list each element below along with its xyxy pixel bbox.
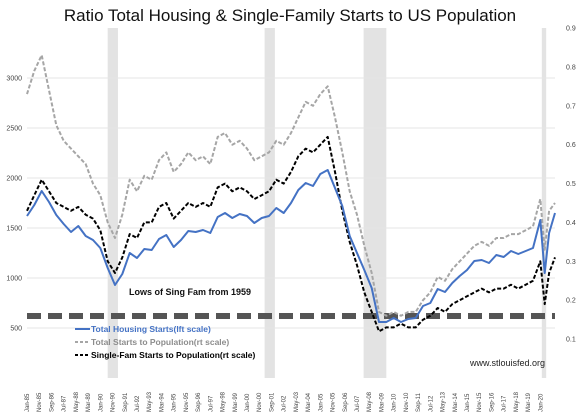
legend: Total Housing Starts(lft scale) Total St… [75,324,256,360]
legend-label-single-fam: Single-Fam Starts to Population(rt scale… [91,350,256,360]
right-tick-label-0.6: 0.6 [566,142,576,149]
recession-bands [107,28,547,378]
right-tick-label-0.7: 0.7 [566,103,576,110]
x-tick-label-11: Mar-94 [159,392,165,412]
x-tick-label-5: Mar-89 [86,392,92,412]
right-axis-ticks: 0.1 0.2 0.3 0.4 0.5 0.6 0.7 0.8 0.9 [566,26,576,344]
right-tick-label-0.9: 0.9 [566,26,576,33]
annotation-sing-fam-lows: Lows of Sing Fam from 1959 [129,287,251,297]
x-tick-label-36: Jan-15 [465,393,471,412]
x-tick-label-38: Sep-16 [489,392,495,412]
x-tick-label-8: Sep-91 [123,392,129,412]
x-tick-label-29: Mar-09 [379,392,385,412]
x-tick-label-23: Mar-04 [306,392,312,412]
x-tick-label-33: Jul-12 [428,395,434,412]
left-tick-label-3000: 3000 [6,76,22,83]
recession-band-3 [541,28,547,378]
x-tick-label-42: Jan-20 [538,393,544,412]
left-tick-label-1000: 1000 [6,276,22,283]
x-tick-label-41: Mar-19 [526,392,532,412]
x-tick-label-35: Mar-14 [453,392,459,412]
source-label: www.stlouisfed.org [469,358,545,368]
x-tick-label-30: Jan-10 [392,393,398,412]
recession-band-0 [107,28,118,378]
x-tick-label-31: Nov-10 [404,392,410,412]
x-tick-label-25: Nov-05 [331,392,337,412]
x-tick-label-1: Nov-85 [37,392,43,412]
x-tick-label-14: Sep-96 [196,392,202,412]
x-tick-label-22: May-03 [294,391,300,412]
right-tick-label-0.2: 0.2 [566,298,576,305]
right-tick-label-0.3: 0.3 [566,259,576,266]
x-tick-label-19: Nov-00 [257,392,263,412]
right-tick-label-0.5: 0.5 [566,181,576,188]
x-tick-label-32: Sep-11 [416,392,422,412]
x-tick-label-6: Jan-90 [98,393,104,412]
x-tick-label-18: Jan-00 [245,393,251,412]
right-tick-label-0.4: 0.4 [566,220,576,227]
x-axis-ticks: Jan-85 Nov-85 Sep-86 Jul-87 May-88 Mar-89 Jan-… [25,391,544,412]
series-line-1 [26,54,556,317]
x-tick-label-27: Jul-07 [355,395,361,412]
series-line-0 [26,169,556,323]
x-tick-label-26: Sep-06 [343,392,349,412]
x-tick-label-17: Mar-99 [233,392,239,412]
x-tick-label-20: Sep-01 [269,392,275,412]
x-tick-label-15: Jul-97 [208,395,214,412]
chart-title: Ratio Total Housing & Single-Family Star… [64,6,516,25]
recession-band-2 [363,28,387,378]
left-tick-label-1500: 1500 [6,226,22,233]
right-tick-label-0.8: 0.8 [566,64,576,71]
x-tick-label-34: May-13 [441,391,447,412]
x-tick-label-39: Jul-17 [502,395,508,412]
x-tick-label-37: Nov-15 [477,392,483,412]
series-lines [26,54,556,333]
left-axis-ticks: 500 1000 1500 2000 2500 3000 [6,76,22,333]
x-tick-label-21: Jul-02 [282,395,288,412]
left-tick-label-2500: 2500 [6,126,22,133]
x-tick-label-24: Jan-05 [318,393,324,412]
legend-label-total-housing: Total Housing Starts(lft scale) [91,324,211,334]
x-tick-label-7: Nov-90 [111,392,117,412]
left-tick-label-2000: 2000 [6,176,22,183]
x-tick-label-16: May-98 [221,391,227,412]
x-tick-label-4: May-88 [74,391,80,412]
left-tick-label-500: 500 [10,326,22,333]
x-tick-label-12: Jan-95 [172,393,178,412]
gridlines [27,77,555,329]
series-line-2 [26,135,556,333]
x-tick-label-40: May-18 [514,391,520,412]
x-tick-label-9: Jul-92 [135,395,141,412]
legend-label-total-starts-pop: Total Starts to Population(rt scale) [91,337,229,347]
recession-band-1 [264,28,275,378]
x-tick-label-2: Sep-86 [49,392,55,412]
right-tick-label-0.1: 0.1 [566,337,576,344]
x-tick-label-10: May-93 [147,391,153,412]
x-tick-label-0: Jan-85 [25,393,31,412]
x-tick-label-13: Nov-95 [184,392,190,412]
x-tick-label-3: Jul-87 [62,395,68,412]
x-tick-label-28: May-08 [367,391,373,412]
